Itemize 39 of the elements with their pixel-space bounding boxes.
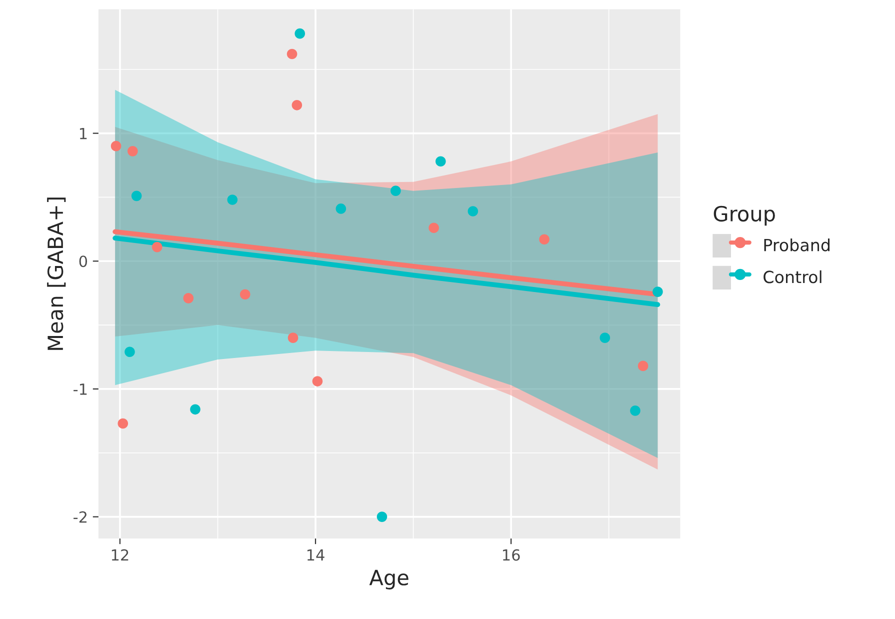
point [652, 286, 663, 297]
point [638, 360, 648, 372]
x-tick-label: 14 [307, 549, 324, 561]
point [286, 48, 298, 60]
point [240, 289, 250, 300]
point [190, 404, 200, 415]
point [152, 242, 162, 252]
x-tick-label: 16 [503, 549, 520, 561]
legend-label: Proband [764, 238, 830, 252]
y-tick-label: 0 [79, 256, 88, 268]
point [428, 222, 439, 234]
point [128, 146, 138, 156]
y-tick-label: -1 [74, 384, 87, 395]
point [336, 204, 346, 214]
point [294, 28, 306, 39]
y-axis-title: Mean [GABA+] [47, 198, 66, 350]
x-tick-label: 12 [112, 549, 128, 561]
point [539, 234, 550, 245]
legend-label: Control [764, 270, 822, 284]
point [227, 194, 238, 205]
point [600, 332, 610, 343]
point [124, 346, 135, 358]
point [118, 418, 128, 429]
point [376, 512, 388, 522]
line-series [112, 236, 660, 308]
point [131, 190, 142, 202]
point [312, 376, 323, 386]
point [436, 156, 446, 167]
y-tick-label: 1 [80, 128, 87, 140]
point [390, 186, 401, 196]
x-axis-title: Age [369, 570, 408, 590]
legend-title: Group [714, 206, 775, 226]
point [110, 140, 122, 152]
point [183, 293, 194, 304]
point [630, 406, 640, 416]
point [292, 100, 302, 110]
point [468, 206, 478, 216]
point [288, 332, 298, 343]
y-tick-label: -2 [74, 511, 87, 523]
